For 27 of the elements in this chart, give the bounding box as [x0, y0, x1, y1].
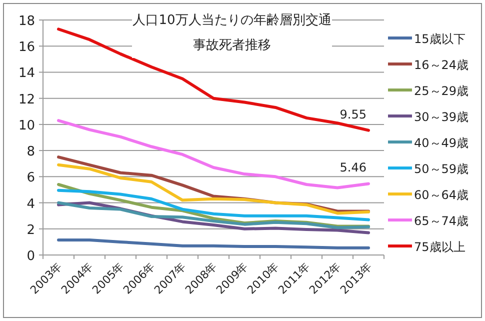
- y-tick-label: 0: [26, 249, 35, 264]
- legend-label: 60～64歳: [414, 188, 469, 202]
- y-tick-label: 10: [18, 118, 35, 134]
- line-series: [57, 163, 370, 215]
- legend-label: 40～49歳: [414, 136, 469, 150]
- line-series: [57, 238, 370, 250]
- line-series: [57, 28, 370, 132]
- legend-label: 16～24歳: [414, 58, 469, 72]
- y-tick-label: 14: [18, 66, 35, 82]
- legend-label: 50～59歳: [414, 162, 469, 176]
- legend-label: 65～74歳: [414, 214, 469, 228]
- legend-label: 25～29歳: [414, 84, 469, 98]
- data-label: 9.55: [340, 107, 366, 122]
- y-tick-label: 12: [18, 92, 35, 108]
- y-tick-label: 4: [26, 196, 35, 212]
- y-tick-label: 18: [18, 14, 35, 29]
- text: 人口10万人当たりの年齢層別交通事故死者推移: [132, 8, 332, 58]
- line-series: [57, 188, 370, 222]
- legend-label: 15歳以下: [414, 32, 466, 46]
- data-label: 5.46: [340, 160, 366, 175]
- line-series: [57, 119, 370, 190]
- y-tick-label: 16: [18, 40, 35, 56]
- y-tick-label: 2: [26, 222, 35, 238]
- y-tick-label: 6: [26, 170, 35, 186]
- legend-label: 30～39歳: [414, 110, 469, 124]
- y-tick-label: 8: [26, 144, 35, 160]
- legend-label: 75歳以上: [414, 240, 466, 254]
